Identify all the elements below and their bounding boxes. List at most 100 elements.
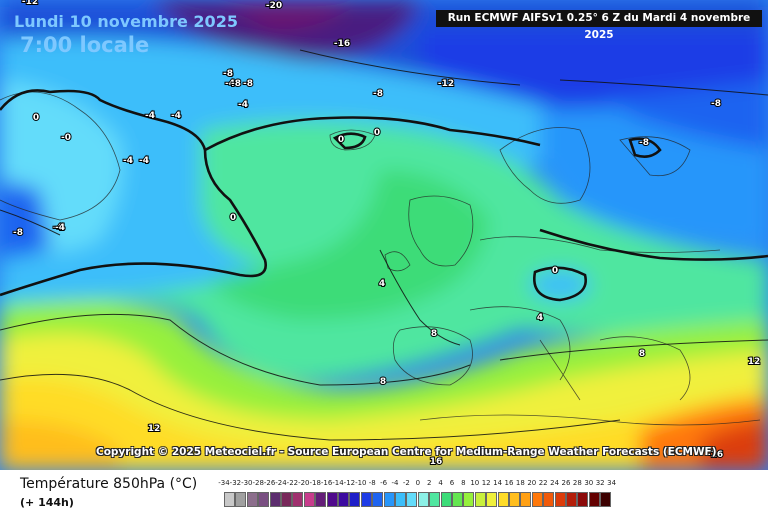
scale-label: 2 [426,479,432,487]
valid-time: 7:00 locale [20,33,150,57]
scale-label: 16 [504,479,514,487]
scale-label: 34 [607,479,617,487]
temperature-field [0,0,768,470]
scale-label: 26 [561,479,571,487]
scale-swatch [531,492,543,507]
scale-label: -28 [252,479,264,487]
scale-label: 28 [572,479,582,487]
contour-label: 12 [148,424,161,434]
contour-label: -8 [223,69,233,79]
contour-label: 16 [430,457,443,467]
scale-swatch [258,492,270,507]
contour-label: -8 [373,89,383,99]
scale-swatch [463,492,475,507]
scale-label: 20 [527,479,537,487]
scale-swatch [554,492,566,507]
contour-label: -0 [61,133,71,143]
contour-label: 0 [374,128,380,138]
scale-label: -32 [229,479,242,487]
contour-label: -16 [334,39,350,49]
contour-label: -4 [145,111,155,121]
contour-label: 8 [380,377,386,387]
scale-swatch [281,492,292,507]
contour-label: -4 [223,69,233,79]
scale-label: 6 [449,479,455,487]
scale-swatch [600,492,612,507]
contour-label: -4 [238,100,248,110]
contour-label: -4 [139,156,149,166]
contour-label: 4 [379,279,385,289]
scale-swatch [326,492,338,507]
scale-swatch [509,492,520,507]
contour-label: -4 [225,79,235,89]
map-canvas: -12 -20-16-12-8-8-4-4-4 -4-8-40-0-4 -40-8-4… [0,0,768,470]
scale-label: 14 [493,479,503,487]
scale-label: -26 [263,479,276,487]
scale-swatch [395,492,406,507]
scale-label: 10 [470,479,480,487]
scale-label: -22 [286,479,299,487]
copyright-text: Copyright © 2025 Meteociel.fr - Source E… [96,446,717,458]
variable-title: Température 850hPa (°C) [20,476,198,492]
scale-swatch [474,492,486,507]
scale-label: 22 [538,479,548,487]
contour-label: -12 [22,0,38,7]
scale-swatch [315,492,327,507]
scale-label: -2 [402,479,410,487]
scale-swatch [452,492,463,507]
contour-label: -8 [231,79,241,89]
scale-label: 8 [461,479,466,487]
scale-swatch [520,492,532,507]
scale-swatch [246,492,258,507]
contour-label: -4 [55,223,65,233]
scale-label: -12 [343,479,356,487]
contour-label: 0 [230,213,236,223]
scale-label: -30 [241,479,253,487]
contour-labels: -12 -20-16-12-8-8-4-4-4 -4-8-40-0-4 -40-8-4… [12,0,761,468]
contour-label: -20 [266,1,282,11]
contour-label: 0 [33,113,39,123]
scale-label: -34 [218,479,230,487]
scale-label: -18 [309,479,321,487]
scale-swatch [417,492,429,507]
scale-swatch [292,492,304,507]
contour-label: 8 [639,349,645,359]
scale-swatch [429,492,441,507]
coastlines [0,91,761,426]
scale-swatch [303,492,315,507]
scale-label: -6 [380,479,388,487]
contour-label: 0 [552,266,558,276]
contour-label: -4 [53,223,63,233]
zero-isotherm [0,89,768,302]
contour-label: -8 [243,79,253,89]
scale-label: -24 [275,479,287,487]
scale-swatch [577,492,589,507]
contour-label: 0 [338,135,344,145]
contour-label: -12 [438,79,454,89]
scale-swatch [497,492,509,507]
scale-swatch [372,492,384,507]
scale-swatch [360,492,372,507]
scale-label: -20 [298,479,310,487]
scale-label: -10 [355,479,367,487]
scale-label: -14 [332,479,344,487]
contour-label: 8 [431,329,437,339]
contour-label: 4 [537,313,543,323]
scale-swatch [486,492,498,507]
scale-label: 24 [550,479,560,487]
scale-swatch [235,492,247,507]
scale-label: 30 [584,479,594,487]
scale-swatch [406,492,418,507]
scale-label: 12 [481,479,491,487]
scale-label: 32 [595,479,605,487]
valid-date: Lundi 10 novembre 2025 [14,12,238,31]
contour-label: -16 [707,450,723,460]
isotherms [0,49,768,441]
contour-label: -4 [123,156,133,166]
contour-label: 12 [748,357,761,367]
scale-swatch [224,492,235,507]
temperature-map: -12 -20 -16 -12 -8 -8 -4 -4 -4 -4 -8 -4 0 -0 -4 -4 0 -8 -4… [0,0,768,470]
forecast-hours: (+ 144h) [20,496,74,509]
contour-label: -8 [711,99,721,109]
legend-footer: Température 850hPa (°C) (+ 144h) -34 -32-… [0,470,768,512]
